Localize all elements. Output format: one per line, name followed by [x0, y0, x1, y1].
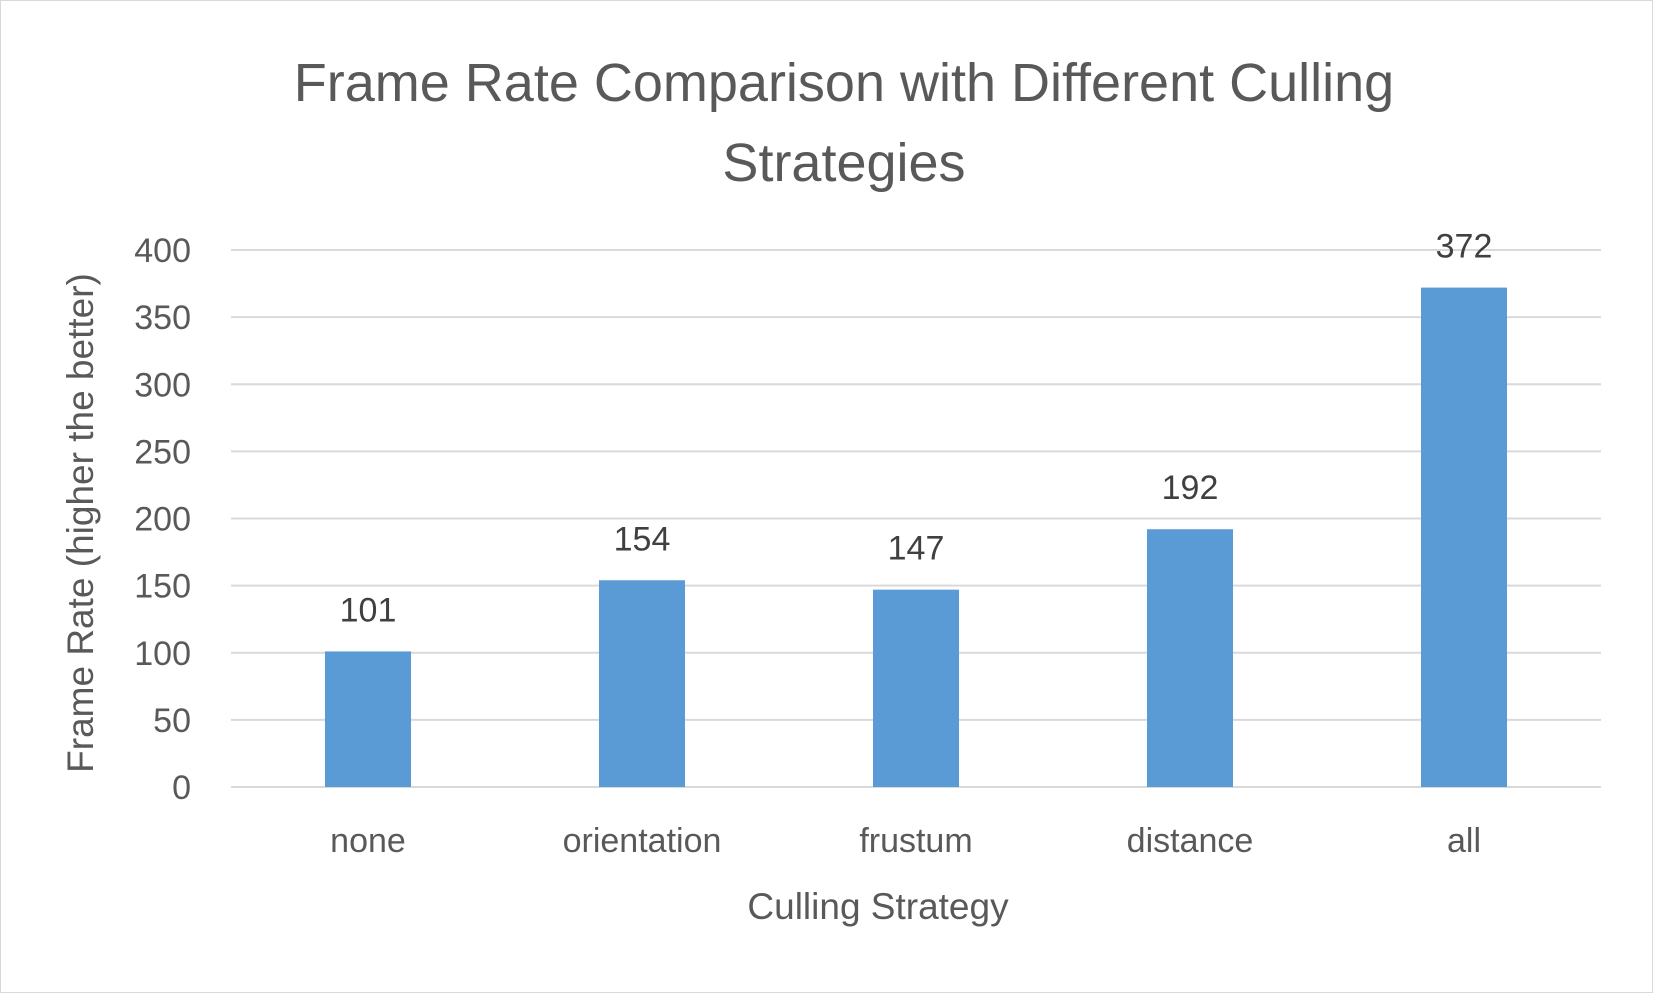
x-axis-title: Culling Strategy: [747, 886, 1009, 927]
y-tick-label-350: 350: [134, 299, 191, 337]
data-labels: 101 154 147 192 372: [340, 228, 1493, 630]
bar-distance: [1147, 529, 1233, 787]
bar-none: [325, 651, 411, 787]
x-tick-label-all: all: [1447, 822, 1481, 860]
x-tick-label-distance: distance: [1127, 822, 1254, 860]
data-label-all: 372: [1436, 228, 1493, 266]
bars: [325, 287, 1507, 787]
data-label-orientation: 154: [614, 520, 671, 558]
data-label-distance: 192: [1162, 469, 1219, 507]
y-tick-label-400: 400: [134, 232, 191, 270]
y-tick-label-200: 200: [134, 501, 191, 539]
x-axis-ticks: none orientation frustum distance all: [330, 822, 1481, 860]
x-tick-label-frustum: frustum: [859, 822, 972, 860]
bar-frustum: [873, 589, 959, 787]
y-tick-label-150: 150: [134, 568, 191, 606]
chart-title-line-2: Strategies: [722, 133, 965, 193]
y-tick-label-50: 50: [153, 702, 191, 740]
y-tick-label-300: 300: [134, 366, 191, 404]
bar-all: [1421, 287, 1507, 787]
y-axis-title: Frame Rate (higher the better): [60, 273, 101, 773]
x-tick-label-none: none: [330, 822, 406, 860]
gridlines: [231, 249, 1601, 788]
y-axis-ticks: 0 50 100 150 200 250 300 350 400: [134, 232, 191, 807]
data-label-frustum: 147: [888, 530, 945, 568]
y-tick-label-0: 0: [172, 769, 191, 807]
x-tick-label-orientation: orientation: [563, 822, 722, 860]
chart-title-line-1: Frame Rate Comparison with Different Cul…: [294, 53, 1394, 113]
bar-orientation: [599, 580, 685, 787]
y-tick-label-250: 250: [134, 433, 191, 471]
y-tick-label-100: 100: [134, 635, 191, 673]
data-label-none: 101: [340, 591, 397, 629]
